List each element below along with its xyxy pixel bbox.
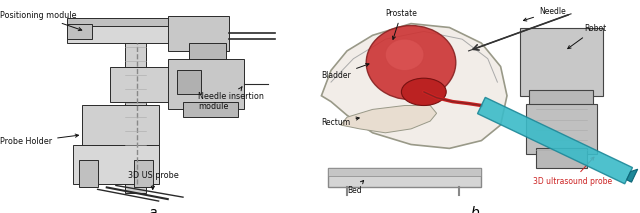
- Text: Prostate: Prostate: [385, 9, 417, 39]
- Bar: [110, 66, 177, 102]
- Text: Needle: Needle: [524, 7, 566, 21]
- Bar: [328, 168, 481, 176]
- Text: a: a: [148, 206, 157, 213]
- Polygon shape: [321, 24, 507, 148]
- Bar: [529, 90, 593, 109]
- Bar: [125, 22, 147, 193]
- Bar: [328, 168, 481, 187]
- Text: 3D US probe: 3D US probe: [128, 171, 179, 189]
- Text: Robot: Robot: [568, 24, 606, 49]
- Text: Rectum: Rectum: [321, 117, 359, 127]
- Polygon shape: [340, 105, 436, 133]
- Text: Bladder: Bladder: [321, 63, 369, 80]
- Text: Needle insertion
module: Needle insertion module: [198, 87, 264, 111]
- Bar: [520, 27, 603, 96]
- Ellipse shape: [366, 26, 456, 100]
- Bar: [134, 160, 152, 187]
- Ellipse shape: [401, 78, 446, 105]
- Bar: [67, 24, 92, 39]
- Bar: [168, 59, 244, 109]
- Text: 3D ultrasound probe: 3D ultrasound probe: [532, 157, 612, 186]
- Ellipse shape: [385, 39, 424, 71]
- Bar: [67, 20, 204, 43]
- Bar: [526, 104, 596, 154]
- Bar: [189, 43, 226, 59]
- Bar: [92, 144, 152, 168]
- Text: b: b: [470, 206, 479, 213]
- Text: Bed: Bed: [347, 180, 364, 195]
- Bar: [168, 16, 228, 51]
- Text: Probe Holder: Probe Holder: [0, 134, 79, 147]
- Bar: [73, 144, 159, 184]
- Bar: [536, 148, 587, 168]
- Bar: [79, 160, 97, 187]
- Polygon shape: [477, 97, 632, 184]
- Bar: [67, 18, 204, 26]
- Bar: [83, 105, 159, 148]
- Bar: [183, 102, 238, 117]
- Bar: [177, 71, 202, 94]
- Polygon shape: [627, 169, 637, 182]
- Text: Positioning module: Positioning module: [0, 11, 82, 31]
